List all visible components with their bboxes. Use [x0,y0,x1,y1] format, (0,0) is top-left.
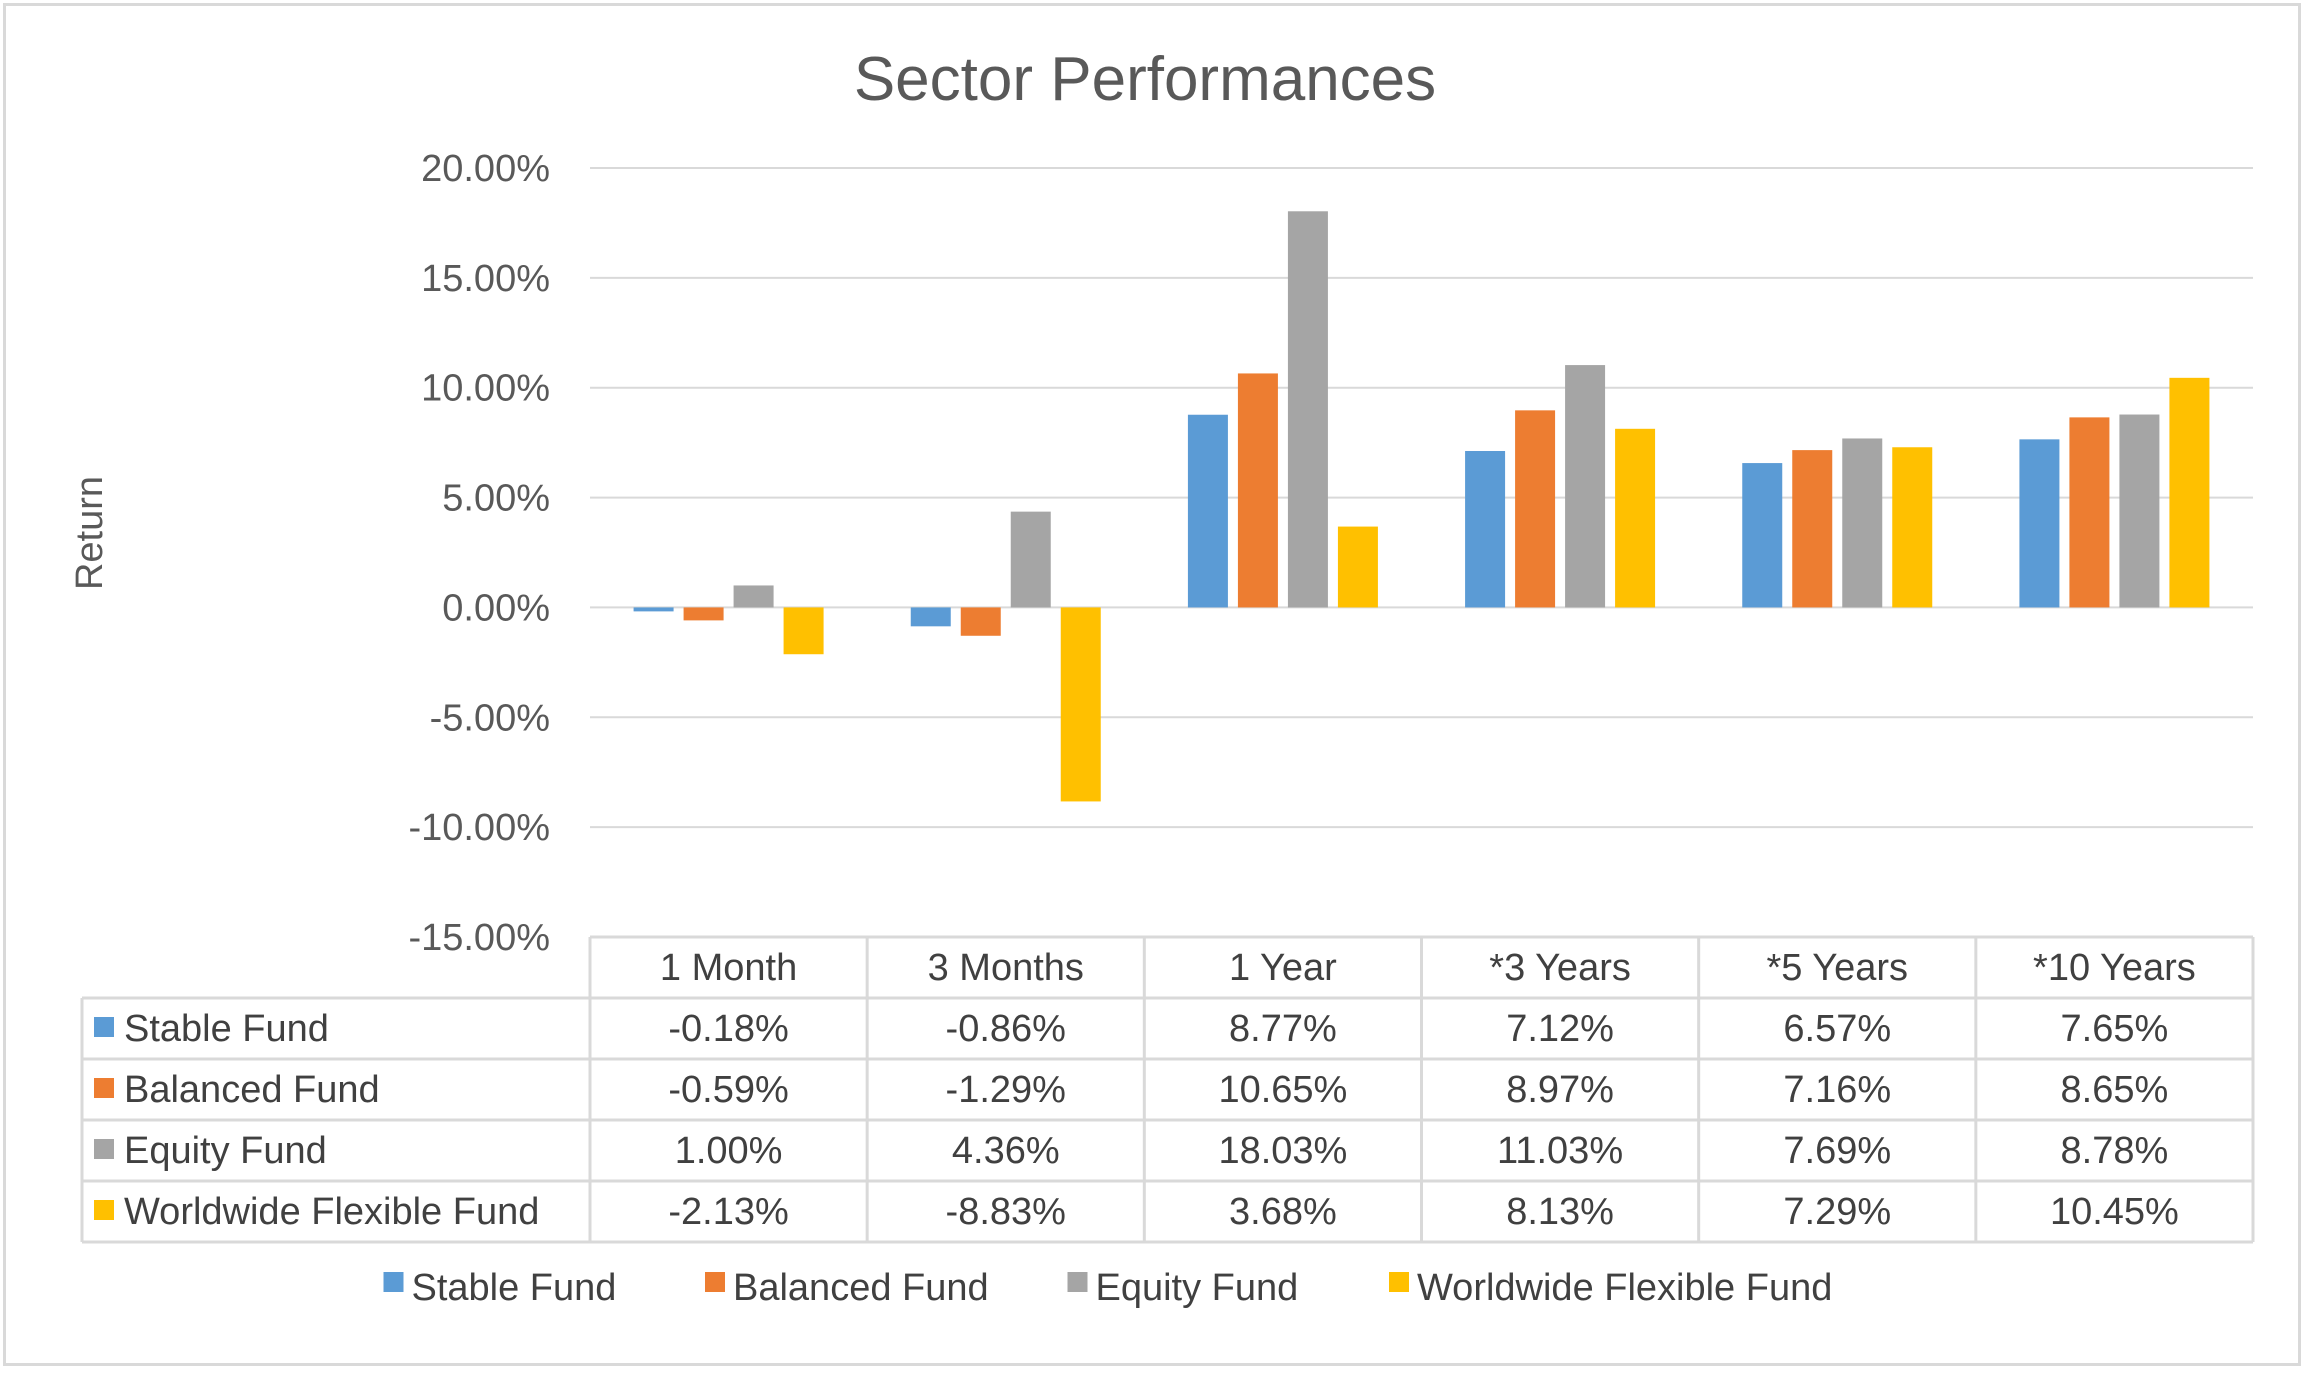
data-label: 7.16% [1783,1069,1891,1111]
bar [2119,414,2160,608]
data-label: -0.86% [946,1008,1066,1050]
chart-title: Sector Performances [854,45,1436,114]
table-legend-key [94,1200,114,1220]
data-label: 8.97% [1506,1069,1614,1111]
bar [1337,526,1378,608]
x-category-label: 1 Year [1229,947,1337,989]
x-category-label: *3 Years [1489,947,1631,989]
y-tick-label: 15.00% [421,258,550,300]
bar [1515,410,1556,608]
data-label: -1.29% [946,1069,1066,1111]
table-legend-key [94,1017,114,1037]
bar [1792,450,1833,608]
data-label: 4.36% [952,1130,1060,1172]
legend-key [705,1272,725,1292]
data-label: 7.12% [1506,1008,1614,1050]
y-tick-label: 5.00% [442,478,550,520]
bars [633,211,2210,802]
y-tick-label: -5.00% [430,697,550,739]
x-category-label: *5 Years [1766,947,1908,989]
y-tick-label: 0.00% [442,587,550,629]
data-table: 1 Month 3 Months 1 Year *3 Years *5 Years *10… [80,935,2255,1244]
y-tick-labels: 20.00% 15.00% 10.00% 5.00% 0.00% -5.00% -10.00… [408,148,550,959]
legend-label: Equity Fund [1096,1267,1299,1309]
table-legend-key [94,1078,114,1098]
table-legend-key [94,1139,114,1159]
bar [1010,511,1051,608]
data-label: 10.45% [2050,1191,2179,1233]
data-label: 18.03% [1218,1130,1347,1172]
data-label: 6.57% [1783,1008,1891,1050]
data-label: 8.13% [1506,1191,1614,1233]
legend-label: Balanced Fund [733,1267,989,1309]
data-label: 10.65% [1218,1069,1347,1111]
table-series-label: Stable Fund [124,1008,329,1050]
y-axis-label: Return [69,476,111,590]
bar [1187,414,1228,608]
bar [2069,417,2110,608]
data-label: 8.77% [1229,1008,1337,1050]
bar [683,607,724,621]
x-category-label: 1 Month [660,947,797,989]
table-series-label: Worldwide Flexible Fund [124,1191,539,1233]
data-label: -8.83% [946,1191,1066,1233]
legend-label: Worldwide Flexible Fund [1417,1267,1832,1309]
bar [2019,439,2060,608]
x-category-label: 3 Months [928,947,1084,989]
data-label: -0.18% [668,1008,788,1050]
chart-frame [3,3,2301,1366]
legend-key [383,1272,404,1292]
data-label: 7.29% [1783,1191,1891,1233]
bar [733,585,774,608]
legend-key [1389,1272,1409,1292]
bar [1892,447,1933,608]
data-label: 8.78% [2061,1130,2169,1172]
y-tick-label: -15.00% [408,917,550,959]
bar [1060,607,1101,802]
y-tick-label: 20.00% [421,148,550,190]
legend-label: Stable Fund [412,1267,617,1309]
y-tick-label: 10.00% [421,368,550,410]
bar [960,607,1001,636]
gridlines [590,167,2253,829]
bar [1742,463,1783,608]
table-series-label: Balanced Fund [124,1069,380,1111]
bar [1237,373,1278,608]
bar [1465,450,1506,608]
legend-key [1067,1272,1088,1292]
data-label: 11.03% [1497,1130,1623,1172]
bar [1615,428,1656,608]
legend: Stable Fund Balanced Fund Equity Fund World… [383,1267,1832,1309]
bar [1565,365,1606,608]
bar [2169,377,2210,608]
bar [1842,438,1883,608]
x-category-label: *10 Years [2033,947,2196,989]
bar [910,607,951,627]
data-label: 7.65% [2061,1008,2169,1050]
data-label: -2.13% [668,1191,788,1233]
data-label: 1.00% [675,1130,783,1172]
data-label: 7.69% [1783,1130,1891,1172]
data-label: -0.59% [668,1069,788,1111]
bar [1287,211,1328,608]
data-label: 8.65% [2061,1069,2169,1111]
bar [633,607,674,612]
data-label: 3.68% [1229,1191,1337,1233]
table-series-label: Equity Fund [124,1130,327,1172]
bar [783,607,824,655]
y-tick-label: -10.00% [408,807,550,849]
